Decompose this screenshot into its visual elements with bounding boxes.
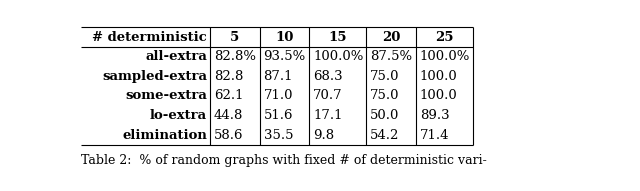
- Text: all-extra: all-extra: [145, 50, 207, 63]
- Text: 20: 20: [382, 31, 400, 44]
- Text: 87.1: 87.1: [264, 70, 293, 83]
- Text: 75.0: 75.0: [370, 70, 399, 83]
- Text: 75.0: 75.0: [370, 89, 399, 102]
- Text: 5: 5: [230, 31, 239, 44]
- Text: some-extra: some-extra: [125, 89, 207, 102]
- Text: 89.3: 89.3: [420, 109, 449, 122]
- Text: elimination: elimination: [122, 129, 207, 142]
- Text: 58.6: 58.6: [214, 129, 243, 142]
- Text: 10: 10: [275, 31, 294, 44]
- Text: 100.0%: 100.0%: [313, 50, 364, 63]
- Text: 15: 15: [328, 31, 347, 44]
- Text: 71.0: 71.0: [264, 89, 293, 102]
- Text: 44.8: 44.8: [214, 109, 243, 122]
- Text: 25: 25: [435, 31, 454, 44]
- Text: 100.0%: 100.0%: [420, 50, 470, 63]
- Text: lo-extra: lo-extra: [150, 109, 207, 122]
- Text: Table 2:  % of random graphs with fixed # of deterministic vari-: Table 2: % of random graphs with fixed #…: [81, 154, 487, 167]
- Text: 82.8%: 82.8%: [214, 50, 256, 63]
- Text: 71.4: 71.4: [420, 129, 449, 142]
- Text: 35.5: 35.5: [264, 129, 293, 142]
- Text: 82.8: 82.8: [214, 70, 243, 83]
- Text: 100.0: 100.0: [420, 89, 458, 102]
- Text: 93.5%: 93.5%: [264, 50, 306, 63]
- Text: 50.0: 50.0: [370, 109, 399, 122]
- Text: sampled-extra: sampled-extra: [102, 70, 207, 83]
- Text: 68.3: 68.3: [313, 70, 343, 83]
- Text: 9.8: 9.8: [313, 129, 334, 142]
- Text: 100.0: 100.0: [420, 70, 458, 83]
- Text: 70.7: 70.7: [313, 89, 343, 102]
- Text: 17.1: 17.1: [313, 109, 342, 122]
- Text: 62.1: 62.1: [214, 89, 243, 102]
- Text: 54.2: 54.2: [370, 129, 399, 142]
- Text: 51.6: 51.6: [264, 109, 293, 122]
- Text: 87.5%: 87.5%: [370, 50, 412, 63]
- Text: # deterministic: # deterministic: [92, 31, 207, 44]
